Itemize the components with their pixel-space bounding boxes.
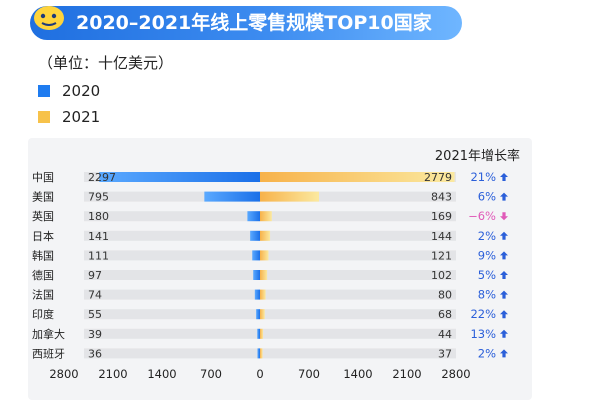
x-tick-label: 2800: [49, 367, 78, 381]
value-label-2021: 843: [431, 191, 452, 204]
bar-2020-1: [204, 191, 260, 202]
legend-label-2020: 2020: [62, 82, 101, 100]
value-label-2021: 102: [431, 269, 452, 282]
mascot-logo-icon: [34, 6, 64, 30]
value-label-2021: 2779: [424, 171, 452, 184]
value-label-2020: 180: [88, 210, 109, 223]
x-tick-label: 0: [256, 367, 263, 381]
bar-2020-7: [256, 309, 260, 320]
arrow-up-icon: [500, 231, 508, 240]
category-label: 西班牙: [32, 347, 65, 360]
category-label: 美国: [32, 191, 54, 204]
x-tick-label: 700: [200, 367, 222, 381]
x-tick-label: 700: [298, 367, 320, 381]
value-label-2021: 121: [431, 249, 452, 262]
category-label: 韩国: [32, 248, 54, 262]
category-label: 印度: [32, 307, 54, 321]
arrow-up-icon: [500, 173, 508, 181]
bar-2021-0: [260, 172, 455, 182]
bar-2021-6: [260, 289, 266, 300]
growth-label: 2%: [478, 346, 496, 360]
category-label: 日本: [32, 229, 54, 243]
x-tick-label: 2100: [392, 367, 421, 381]
bar-track: [84, 348, 456, 359]
value-label-2020: 39: [88, 328, 102, 341]
growth-label: 13%: [470, 327, 496, 341]
bar-2021-9: [260, 348, 263, 359]
value-label-2020: 2297: [88, 171, 116, 184]
arrow-up-icon: [500, 290, 508, 299]
legend-item-2021: 2021: [38, 108, 100, 126]
growth-label: 5%: [478, 268, 496, 282]
x-tick-label: 2800: [441, 367, 470, 381]
bar-2021-2: [260, 211, 272, 222]
value-label-2020: 795: [88, 191, 109, 204]
growth-header: 2021年增长率: [435, 148, 520, 164]
bar-2020-4: [252, 250, 260, 261]
value-label-2021: 169: [431, 210, 452, 223]
legend-item-2020: 2020: [38, 82, 100, 100]
bar-track: [84, 309, 456, 320]
bar-track: [84, 250, 456, 261]
growth-label: 22%: [470, 307, 496, 321]
value-label-2021: 144: [431, 230, 452, 243]
growth-label: 2%: [478, 229, 496, 243]
growth-label: 21%: [470, 170, 496, 184]
bar-2021-3: [260, 230, 271, 241]
bar-2021-7: [260, 309, 265, 320]
bar-2020-5: [253, 270, 260, 280]
arrow-up-icon: [500, 192, 508, 201]
value-label-2020: 36: [88, 347, 102, 360]
category-label: 中国: [32, 171, 54, 184]
bar-2020-2: [247, 211, 260, 222]
arrow-up-icon: [500, 329, 508, 338]
chart-panel: 2021年增长率中国 2297 2779 21% 美国 795 843 6% 英国 180 169 −…: [28, 138, 532, 400]
value-label-2021: 37: [438, 347, 452, 360]
bar-2020-3: [250, 230, 260, 241]
growth-label: −6%: [468, 209, 496, 223]
bar-2020-0: [99, 172, 261, 182]
category-label: 英国: [32, 209, 54, 223]
value-label-2020: 55: [88, 308, 102, 321]
bar-2021-8: [260, 328, 264, 339]
value-label-2020: 97: [88, 269, 102, 282]
growth-label: 8%: [478, 288, 496, 302]
legend-swatch-2021: [38, 111, 50, 123]
arrow-up-icon: [500, 251, 508, 260]
unit-label: （单位：十亿美元）: [38, 54, 174, 72]
value-label-2021: 80: [438, 289, 452, 302]
bar-track: [84, 328, 456, 339]
value-label-2020: 74: [88, 289, 102, 302]
chart-title-banner: 2020–2021年线上零售规模TOP10国家: [30, 6, 462, 40]
bar-track: [84, 270, 456, 280]
bar-2021-1: [260, 191, 320, 202]
arrow-up-icon: [500, 310, 508, 319]
bar-2020-8: [257, 328, 260, 339]
value-label-2020: 141: [88, 230, 109, 243]
x-tick-label: 1400: [147, 367, 176, 381]
category-label: 加拿大: [32, 327, 65, 341]
bar-2021-5: [260, 270, 268, 280]
arrow-up-icon: [500, 349, 508, 358]
x-tick-label: 2100: [98, 367, 127, 381]
growth-label: 9%: [478, 248, 496, 262]
x-tick-label: 1400: [343, 367, 372, 381]
bar-2021-4: [260, 250, 269, 261]
bar-2020-9: [257, 348, 260, 359]
category-label: 法国: [32, 288, 54, 302]
value-label-2021: 44: [438, 328, 452, 341]
chart-title: 2020–2021年线上零售规模TOP10国家: [76, 12, 432, 34]
arrow-down-icon: [500, 212, 508, 221]
legend-label-2021: 2021: [62, 108, 101, 126]
value-label-2021: 68: [438, 308, 452, 321]
arrow-up-icon: [500, 271, 508, 279]
category-label: 德国: [32, 268, 54, 282]
bar-2020-6: [254, 289, 260, 300]
bar-track: [84, 289, 456, 300]
growth-label: 6%: [478, 190, 496, 204]
value-label-2020: 111: [88, 249, 109, 262]
legend-swatch-2020: [38, 85, 50, 97]
